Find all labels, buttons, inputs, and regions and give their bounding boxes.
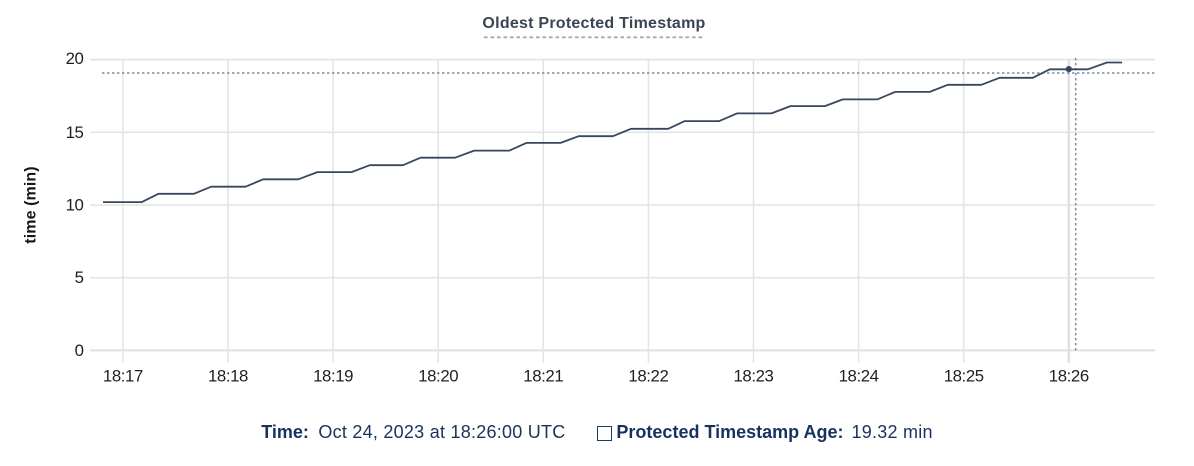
svg-text:5: 5: [75, 268, 84, 287]
svg-text:18:19: 18:19: [313, 367, 353, 386]
svg-text:18:18: 18:18: [208, 367, 248, 386]
svg-text:15: 15: [66, 123, 84, 142]
svg-text:18:20: 18:20: [418, 367, 458, 386]
svg-text:18:21: 18:21: [523, 367, 563, 386]
svg-text:18:24: 18:24: [839, 367, 879, 386]
svg-text:18:26: 18:26: [1049, 367, 1089, 386]
svg-text:time (min): time (min): [23, 166, 40, 243]
svg-text:10: 10: [66, 196, 84, 215]
svg-text:20: 20: [66, 49, 84, 68]
svg-text:0: 0: [75, 341, 84, 360]
svg-text:18:17: 18:17: [103, 367, 143, 386]
svg-text:18:25: 18:25: [944, 367, 984, 386]
svg-text:18:22: 18:22: [628, 367, 668, 386]
svg-text:18:23: 18:23: [734, 367, 774, 386]
